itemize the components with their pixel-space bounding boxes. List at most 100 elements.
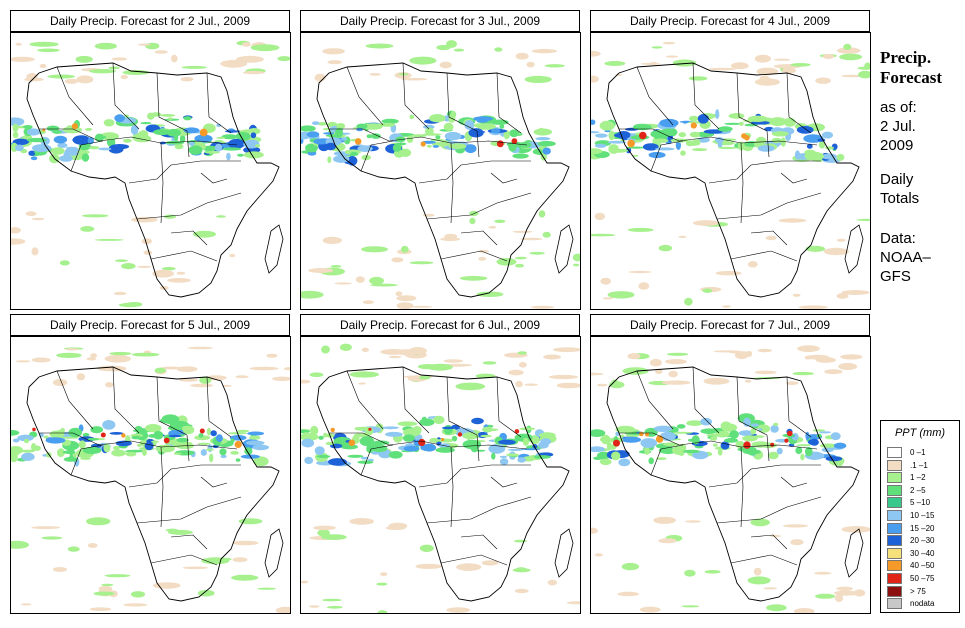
light-rain-patch bbox=[858, 70, 870, 79]
rain-band-cell bbox=[821, 153, 837, 160]
light-rain-patch bbox=[396, 295, 417, 302]
totals-line: Daily bbox=[880, 171, 914, 188]
forecast-panel-3: Daily Precip. Forecast for 4 Jul., 2009 bbox=[590, 10, 880, 310]
heavy-rain-core bbox=[163, 437, 170, 444]
rain-band-cell bbox=[468, 128, 484, 138]
light-rain-patch bbox=[31, 357, 51, 363]
madagascar-outline bbox=[844, 224, 864, 274]
country-border bbox=[70, 140, 104, 172]
light-rain-patch bbox=[857, 66, 870, 70]
country-border bbox=[56, 370, 94, 430]
precip-legend: PPT (mm) 0 –1 .1 –1 1 –2 2 –5 5 –10 10 –15 15 … bbox=[880, 420, 960, 613]
rain-band-cell bbox=[59, 436, 79, 439]
legend-item: 1 –2 bbox=[887, 472, 926, 484]
rain-band-cell bbox=[370, 133, 381, 139]
light-rain-patch bbox=[400, 245, 409, 253]
heavy-rain-core bbox=[613, 439, 620, 447]
light-rain-patch bbox=[512, 568, 531, 573]
rain-band-cell bbox=[183, 116, 192, 121]
rain-band-cell bbox=[642, 143, 659, 151]
light-rain-patch bbox=[64, 78, 79, 84]
rain-band-cell bbox=[420, 444, 435, 452]
rain-band-cell bbox=[724, 438, 739, 443]
heavy-rain-core bbox=[71, 123, 78, 130]
rain-band-cell bbox=[142, 448, 147, 456]
light-rain-patch bbox=[232, 540, 259, 546]
rain-band-cell bbox=[830, 432, 841, 441]
rain-band-cell bbox=[675, 141, 681, 150]
rain-band-cell bbox=[709, 436, 718, 441]
legend-label: 0 –1 bbox=[910, 448, 926, 457]
light-rain-patch bbox=[658, 538, 677, 544]
rain-band-cell bbox=[94, 133, 104, 142]
light-rain-patch bbox=[160, 366, 182, 370]
rain-band-cell bbox=[115, 440, 132, 447]
country-border bbox=[402, 366, 430, 434]
legend-label: 40 –50 bbox=[910, 561, 935, 571]
light-rain-patch bbox=[377, 610, 388, 613]
light-rain-patch bbox=[67, 546, 80, 552]
data-source-value: GFS bbox=[880, 268, 911, 285]
rain-band-cell bbox=[717, 448, 723, 456]
rain-band-cell bbox=[426, 144, 432, 148]
country-border bbox=[619, 432, 818, 450]
rain-band-cell bbox=[323, 132, 335, 135]
rain-band-cell bbox=[87, 437, 99, 441]
rain-band-cell bbox=[15, 144, 24, 152]
rain-band-cell bbox=[205, 448, 214, 451]
country-border bbox=[708, 160, 821, 184]
rain-band-cell bbox=[806, 143, 813, 149]
rain-band-cell bbox=[697, 114, 709, 124]
rain-band-cell bbox=[43, 435, 49, 439]
country-border bbox=[426, 496, 532, 524]
light-rain-patch bbox=[154, 50, 168, 54]
rain-band-cell bbox=[819, 431, 832, 434]
heavy-rain-core bbox=[690, 122, 697, 129]
country-border bbox=[446, 72, 478, 132]
heavy-rain-core bbox=[418, 438, 426, 447]
light-rain-patch bbox=[744, 379, 752, 383]
country-border bbox=[56, 66, 94, 126]
light-rain-patch bbox=[87, 543, 98, 548]
rain-band-cell bbox=[685, 140, 701, 146]
light-rain-patch bbox=[401, 77, 428, 81]
rain-band-cell bbox=[691, 435, 700, 445]
heavy-rain-core bbox=[420, 141, 426, 147]
light-rain-patch bbox=[111, 57, 128, 61]
light-rain-patch bbox=[301, 290, 324, 299]
light-rain-patch bbox=[11, 540, 29, 549]
light-rain-patch bbox=[80, 226, 95, 232]
coastline bbox=[26, 366, 280, 602]
light-rain-patch bbox=[380, 349, 407, 355]
rain-band-cell bbox=[595, 133, 608, 138]
rain-band-cell bbox=[57, 448, 65, 458]
rain-band-cell bbox=[397, 421, 418, 427]
light-rain-patch bbox=[409, 261, 434, 265]
rain-band-cell bbox=[356, 123, 368, 130]
legend-item: 0 –1 bbox=[887, 447, 926, 458]
rain-band-cell bbox=[659, 128, 678, 137]
light-rain-patch bbox=[81, 214, 109, 218]
country-border bbox=[360, 140, 394, 172]
light-rain-patch bbox=[753, 567, 762, 576]
light-rain-patch bbox=[627, 353, 641, 360]
light-rain-patch bbox=[327, 60, 342, 65]
rain-band-cell bbox=[30, 156, 38, 161]
rain-band-cell bbox=[715, 109, 720, 120]
light-rain-patch bbox=[93, 591, 115, 596]
light-rain-patch bbox=[639, 606, 661, 613]
rain-band-cell bbox=[176, 437, 189, 443]
light-rain-patch bbox=[553, 347, 580, 353]
light-rain-patch bbox=[104, 574, 131, 578]
light-rain-patch bbox=[308, 268, 334, 273]
rain-band-cell bbox=[608, 130, 615, 141]
light-rain-patch bbox=[604, 61, 626, 66]
legend-swatch bbox=[887, 560, 902, 572]
light-rain-patch bbox=[841, 526, 870, 533]
light-rain-patch bbox=[137, 43, 151, 46]
precip-map bbox=[10, 32, 291, 310]
light-rain-patch bbox=[594, 553, 603, 557]
light-rain-patch bbox=[349, 371, 380, 378]
rain-band-cell bbox=[402, 434, 415, 442]
heavy-rain-core bbox=[511, 138, 518, 144]
